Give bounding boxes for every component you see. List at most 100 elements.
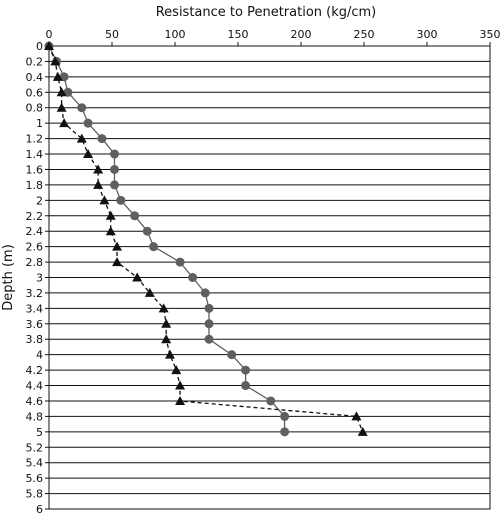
data-point-triangle <box>76 133 87 143</box>
data-point-triangle <box>161 318 172 328</box>
data-point-circle <box>149 242 159 252</box>
x-tick-label: 250 <box>354 28 375 41</box>
y-axis-label: Depth (m) <box>1 244 16 311</box>
y-tick-label: 3.6 <box>26 318 44 331</box>
data-point-triangle <box>93 179 104 189</box>
data-point-circle <box>59 72 69 82</box>
data-point-triangle <box>93 164 104 174</box>
y-tick-label: 5.8 <box>26 488 44 501</box>
data-point-triangle <box>44 41 54 50</box>
data-point-circle <box>266 396 276 406</box>
data-point-triangle <box>132 272 143 282</box>
y-tick-label: 2.6 <box>26 241 44 254</box>
data-point-circle <box>110 149 120 159</box>
data-point-circle <box>110 180 120 190</box>
data-point-circle <box>175 257 185 267</box>
y-tick-label: 2 <box>36 194 43 207</box>
y-tick-label: 3.2 <box>26 287 44 300</box>
data-point-circle <box>280 411 290 421</box>
y-tick-label: 4.8 <box>26 410 44 423</box>
y-tick-label: 0.6 <box>26 86 44 99</box>
data-point-triangle <box>164 349 175 359</box>
data-point-triangle <box>357 426 368 436</box>
y-tick-label: 4.2 <box>26 364 44 377</box>
data-point-triangle <box>112 257 123 267</box>
y-tick-label: 5 <box>36 426 43 439</box>
grid-lines <box>49 45 490 510</box>
data-point-circle <box>188 273 198 282</box>
x-tick-label: 100 <box>165 28 186 41</box>
data-point-circle <box>130 211 140 221</box>
y-tick-label: 1.2 <box>26 133 44 146</box>
y-tick-label: 5.6 <box>26 472 44 485</box>
data-point-circle <box>63 87 73 97</box>
y-tick-label: 1.6 <box>26 163 44 176</box>
plot-frame <box>48 45 491 510</box>
data-point-triangle <box>59 118 70 128</box>
series-lines <box>48 45 364 433</box>
y-tick-label: 3 <box>36 272 43 285</box>
data-point-circle <box>142 226 152 236</box>
chart-title: Resistance to Penetration (kg/cm) <box>156 5 377 20</box>
y-axis-ticks: 0 0.2 0.4 0.6 0.8 1 1.2 1.4 1.6 1.8 2 2.2 2.4 2.6 2.8 3… <box>26 40 49 516</box>
x-tick-label: 50 <box>105 28 119 41</box>
y-tick-label: 1 <box>36 117 43 130</box>
y-tick-label: 4.4 <box>26 380 44 393</box>
data-point-circle <box>204 334 214 344</box>
data-point-circle <box>110 164 120 174</box>
data-point-circle <box>116 195 126 205</box>
y-tick-label: 2.8 <box>26 256 44 269</box>
series-line-1 <box>48 45 364 433</box>
y-tick-label: 5.4 <box>26 457 44 470</box>
data-point-triangle <box>112 241 123 251</box>
data-point-triangle <box>105 226 116 236</box>
data-point-circle <box>241 381 251 391</box>
x-tick-label: 350 <box>480 28 500 41</box>
y-tick-label: 6 <box>36 503 43 516</box>
y-tick-label: 2.2 <box>26 210 44 223</box>
x-tick-label: 200 <box>291 28 312 41</box>
y-tick-label: 1.8 <box>26 179 44 192</box>
y-tick-label: 3.4 <box>26 302 44 315</box>
x-tick-label: 150 <box>228 28 249 41</box>
x-tick-label: 300 <box>417 28 438 41</box>
x-tick-label: 0 <box>46 28 53 41</box>
x-axis-ticks: 0 50 100 150 200 250 300 350 <box>46 28 500 46</box>
y-tick-label: 0.4 <box>26 71 44 84</box>
data-point-circle <box>200 288 210 298</box>
data-point-triangle <box>50 56 61 66</box>
data-point-triangle <box>351 411 362 421</box>
data-point-triangle <box>175 395 186 405</box>
data-point-triangle <box>83 149 94 159</box>
y-tick-label: 4.6 <box>26 395 44 408</box>
data-point-circle <box>241 365 251 375</box>
data-point-triangle <box>105 210 116 220</box>
y-tick-label: 0.8 <box>26 102 44 115</box>
data-point-triangle <box>175 380 186 390</box>
data-point-circle <box>77 103 87 113</box>
y-tick-label: 2.4 <box>26 225 44 238</box>
data-point-circle <box>280 427 290 437</box>
data-point-triangle <box>158 303 169 313</box>
data-point-circle <box>204 303 214 313</box>
series-line-0 <box>48 45 286 432</box>
y-tick-label: 5.2 <box>26 441 44 454</box>
y-tick-label: 4 <box>36 349 43 362</box>
data-point-triangle <box>161 334 172 344</box>
data-point-triangle <box>56 87 67 97</box>
data-point-circle <box>97 134 107 144</box>
y-tick-label: 3.8 <box>26 333 44 346</box>
series-markers <box>44 41 368 437</box>
data-point-triangle <box>52 71 63 81</box>
data-point-circle <box>83 118 93 128</box>
data-point-triangle <box>144 287 155 297</box>
data-point-triangle <box>56 102 67 112</box>
data-point-circle <box>204 319 214 329</box>
data-point-circle <box>227 350 237 360</box>
y-tick-label: 0 <box>36 40 43 53</box>
data-point-triangle <box>171 365 182 375</box>
y-tick-label: 1.4 <box>26 148 44 161</box>
data-point-triangle <box>99 195 110 205</box>
y-tick-label: 0.2 <box>26 55 44 68</box>
